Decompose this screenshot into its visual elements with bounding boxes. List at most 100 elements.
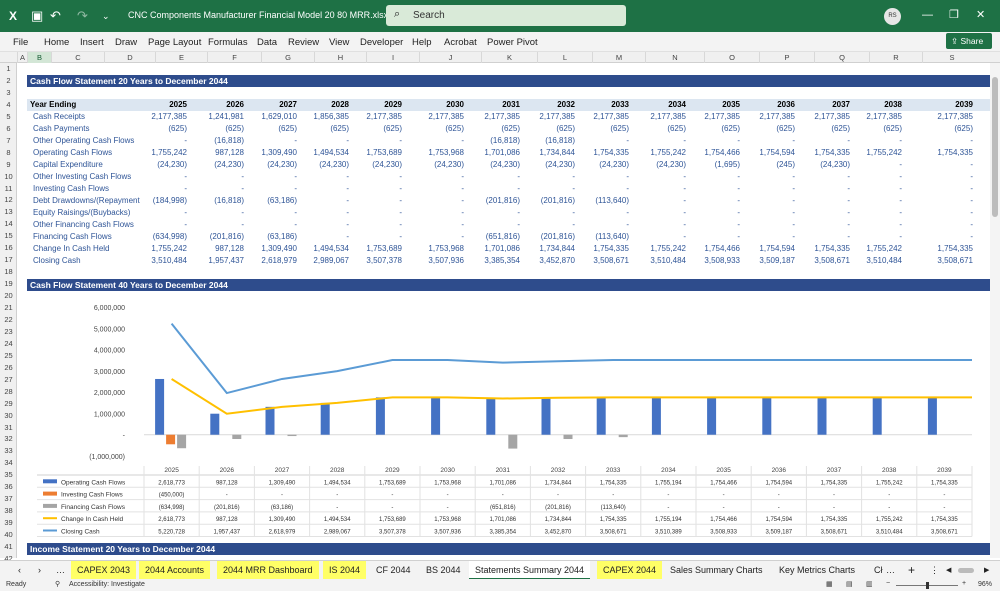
save-icon[interactable]: ▣	[31, 8, 44, 23]
restore-icon[interactable]: ❐	[949, 9, 959, 21]
value-cell[interactable]: (16,818)	[214, 136, 244, 145]
value-cell[interactable]: (24,230)	[545, 160, 575, 169]
column-header[interactable]: R	[869, 52, 922, 63]
value-cell[interactable]: -	[184, 172, 187, 181]
menu-acrobat[interactable]: Acrobat	[444, 37, 477, 48]
row-header[interactable]: 33	[4, 446, 13, 456]
value-cell[interactable]: 3,452,870	[539, 256, 575, 265]
value-cell[interactable]: 3,508,933	[704, 256, 740, 265]
row-header[interactable]: 3	[6, 87, 11, 97]
value-cell[interactable]: -	[683, 184, 686, 193]
column-header[interactable]: M	[592, 52, 645, 63]
value-cell[interactable]: (24,230)	[434, 160, 464, 169]
column-header[interactable]: O	[704, 52, 759, 63]
value-cell[interactable]: -	[346, 172, 349, 181]
h-scroll-left-icon[interactable]: ◀	[946, 567, 952, 574]
value-cell[interactable]: -	[572, 184, 575, 193]
value-cell[interactable]: (63,186)	[267, 196, 297, 205]
value-cell[interactable]: (113,640)	[595, 232, 629, 241]
value-cell[interactable]: -	[683, 232, 686, 241]
value-cell[interactable]: 1,309,490	[261, 244, 297, 253]
value-cell[interactable]: -	[572, 220, 575, 229]
customize-toolbar-icon[interactable]: ⌄	[102, 11, 110, 21]
value-cell[interactable]: (625)	[883, 124, 902, 133]
value-cell[interactable]: -	[792, 208, 795, 217]
value-cell[interactable]: -	[737, 220, 740, 229]
menu-review[interactable]: Review	[288, 37, 320, 48]
value-cell[interactable]: 1,754,594	[759, 244, 795, 253]
value-cell[interactable]: -	[683, 220, 686, 229]
value-cell[interactable]: -	[461, 136, 464, 145]
value-cell[interactable]: 1,755,242	[866, 244, 902, 253]
value-cell[interactable]: (184,998)	[152, 196, 187, 205]
value-cell[interactable]: -	[899, 196, 902, 205]
value-cell[interactable]: 3,508,671	[593, 256, 629, 265]
value-cell[interactable]: (201,816)	[540, 196, 575, 205]
value-cell[interactable]: (201,816)	[485, 196, 520, 205]
worksheet-grid[interactable]: Cash Flow Statement 20 Years to December…	[17, 63, 990, 558]
tab-scroll-right-icon[interactable]: ›	[38, 565, 41, 575]
value-cell[interactable]: -	[792, 136, 795, 145]
value-cell[interactable]: -	[792, 232, 795, 241]
value-cell[interactable]: (625)	[556, 124, 575, 133]
value-cell[interactable]: 2,989,067	[313, 256, 349, 265]
value-cell[interactable]: -	[847, 172, 850, 181]
row-header[interactable]: 41	[4, 542, 13, 551]
value-cell[interactable]: (625)	[721, 124, 740, 133]
row-header[interactable]: 9	[6, 159, 11, 169]
value-cell[interactable]: 1,755,242	[650, 148, 686, 157]
value-cell[interactable]: -	[737, 232, 740, 241]
value-cell[interactable]: -	[626, 184, 629, 193]
value-cell[interactable]: 1,754,466	[704, 148, 740, 157]
value-cell[interactable]: -	[970, 172, 973, 181]
value-cell[interactable]: (16,818)	[490, 136, 520, 145]
share-button[interactable]: ⇪ Share	[946, 33, 992, 49]
sheet-tab[interactable]: Cł	[874, 565, 883, 575]
value-cell[interactable]: 2,177,385	[650, 112, 686, 121]
value-cell[interactable]: 3,510,484	[151, 256, 187, 265]
value-cell[interactable]: 1,734,844	[539, 244, 575, 253]
value-cell[interactable]: -	[346, 220, 349, 229]
column-header[interactable]: A	[17, 52, 27, 63]
row-header[interactable]: 21	[4, 303, 13, 312]
value-cell[interactable]: 2,618,979	[261, 256, 297, 265]
column-header[interactable]: H	[314, 52, 366, 63]
value-cell[interactable]: (24,230)	[372, 160, 402, 169]
value-cell[interactable]: -	[626, 136, 629, 145]
value-cell[interactable]: 1,701,086	[484, 244, 520, 253]
row-header[interactable]: 31	[4, 422, 13, 432]
value-cell[interactable]: (634,998)	[152, 232, 187, 241]
value-cell[interactable]: (24,230)	[490, 160, 520, 169]
value-cell[interactable]: 1,309,490	[261, 148, 297, 157]
value-cell[interactable]: -	[517, 208, 520, 217]
row-header[interactable]: 26	[4, 362, 13, 372]
h-scroll-right-icon[interactable]: ▶	[984, 567, 990, 574]
row-header[interactable]: 36	[4, 482, 13, 492]
column-header[interactable]: J	[419, 52, 481, 63]
value-cell[interactable]: (625)	[954, 124, 973, 133]
value-cell[interactable]: 3,507,936	[428, 256, 464, 265]
value-cell[interactable]: (625)	[610, 124, 629, 133]
menu-help[interactable]: Help	[412, 37, 432, 48]
value-cell[interactable]: 1,753,968	[428, 148, 464, 157]
value-cell[interactable]: 3,510,484	[650, 256, 686, 265]
value-cell[interactable]: -	[970, 232, 973, 241]
row-header[interactable]: 18	[4, 267, 13, 277]
value-cell[interactable]: -	[899, 160, 902, 169]
value-cell[interactable]: -	[626, 172, 629, 181]
value-cell[interactable]: 2,177,385	[937, 112, 973, 121]
row-header[interactable]: 25	[4, 350, 13, 360]
value-cell[interactable]: -	[294, 208, 297, 217]
sheet-tab[interactable]: CAPEX 2044	[597, 561, 663, 580]
column-header[interactable]: E	[155, 52, 207, 63]
row-header[interactable]: 15	[4, 231, 13, 241]
value-cell[interactable]: -	[683, 208, 686, 217]
value-cell[interactable]: -	[346, 232, 349, 241]
row-header[interactable]: 2	[6, 75, 11, 85]
value-cell[interactable]: -	[346, 184, 349, 193]
value-cell[interactable]: (24,230)	[656, 160, 686, 169]
sheet-tab[interactable]: 2044 Accounts	[139, 561, 211, 580]
value-cell[interactable]: -	[683, 196, 686, 205]
avatar[interactable]: RS	[884, 8, 901, 25]
row-header[interactable]: 17	[4, 255, 13, 265]
